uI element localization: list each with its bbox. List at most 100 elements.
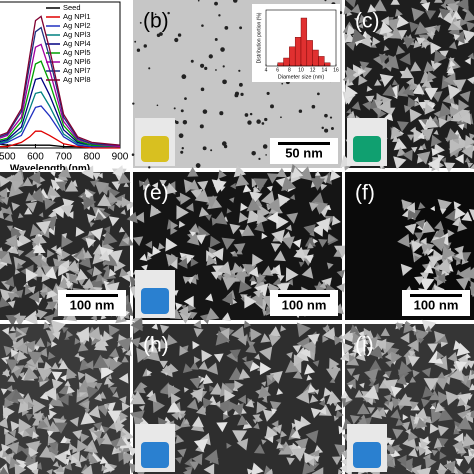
nanoplate [307,333,320,345]
nanoplate [175,434,185,444]
nanoplate [292,345,302,354]
nanoplate [376,407,387,418]
nanoplate [57,393,69,406]
nanoplate [260,190,276,206]
nanoplate [422,436,430,444]
nanoplate [96,437,106,446]
nanoplate [49,409,57,419]
nanoplate [397,393,413,407]
nanoplate [109,348,120,358]
particle [195,163,201,168]
nanoplate [349,324,359,334]
nanoplate [51,340,58,348]
nanoplate [34,346,40,352]
nanoplate [377,344,385,351]
nanoplate [80,194,87,201]
nanoplate [0,296,10,308]
nanoplate [159,324,170,334]
nanoplate [414,255,420,262]
nanoplate [253,443,265,454]
nanoplate [77,371,86,381]
nanoplate [120,430,127,438]
plot-frame [0,1,121,149]
nanoplate [118,373,129,384]
nanoplate [446,114,454,123]
nanoplate [254,221,265,232]
nanoplate [323,387,333,397]
nanoplate [452,440,463,452]
nanoplate [463,455,474,465]
nanoplate [238,279,252,294]
nanoplate [436,469,447,474]
nanoplate [352,374,360,382]
nanoplate [61,234,73,248]
nanoplate [87,326,101,341]
nanoplate [390,409,401,420]
nanoplate [33,242,46,254]
nanoplate [141,264,148,272]
nanoplate [9,326,16,332]
particle [173,107,176,110]
nanoplate [346,66,357,78]
nanoplate [66,283,73,289]
nanoplate [152,246,162,256]
nanoplate [39,292,47,299]
nanoplate [90,227,103,241]
nanoplate [195,234,207,245]
nanoplate [372,99,384,110]
nanoplate [36,182,42,189]
nanoplate [337,469,344,474]
nanoplate [346,108,352,114]
particle [182,120,188,125]
nanoplate [132,236,144,247]
nanoplate [142,178,151,187]
nanoplate [430,134,442,147]
nanoplate [390,386,402,397]
nanoplate [85,237,96,249]
particle [264,117,268,122]
nanoplate [151,323,159,330]
nanoplate [191,416,204,428]
nanoplate [385,452,395,463]
nanoplate [32,418,41,426]
nanoplate [399,52,411,66]
nanoplate [93,422,102,431]
nanoplate [0,466,9,474]
nanoplate [469,383,474,391]
nanoplate [424,447,433,456]
nanoplate [206,255,217,266]
nanoplate [165,253,179,267]
histogram-bar [283,57,290,67]
nanoplate [457,108,471,121]
nanoplate [64,448,72,456]
nanoplate [408,209,421,221]
nanoplate [10,348,19,358]
nanoplate [383,45,390,52]
nanoplate [421,263,430,271]
nanoplate [182,276,191,284]
nanoplate [193,356,201,364]
particle [202,146,207,151]
nanoplate [211,179,227,194]
nanoplate [177,448,187,458]
particle [261,122,265,125]
nanoplate [327,234,336,244]
nanoplate [266,307,272,314]
nanoplate [437,371,446,379]
nanoplate [37,309,48,320]
nanoplate [405,428,411,435]
x-tick-label: 600 [27,152,44,163]
particle [174,37,179,43]
nanoplate [93,354,109,369]
nanoplate [366,347,374,354]
particle [224,26,229,30]
nanoplate [182,363,193,374]
nanoplate [326,390,341,405]
nanoplate [268,334,281,347]
nanoplate [11,389,24,401]
nanoplate [399,70,406,76]
nanoplate [237,415,249,426]
nanoplate [133,382,146,394]
histogram-bar [289,46,296,67]
